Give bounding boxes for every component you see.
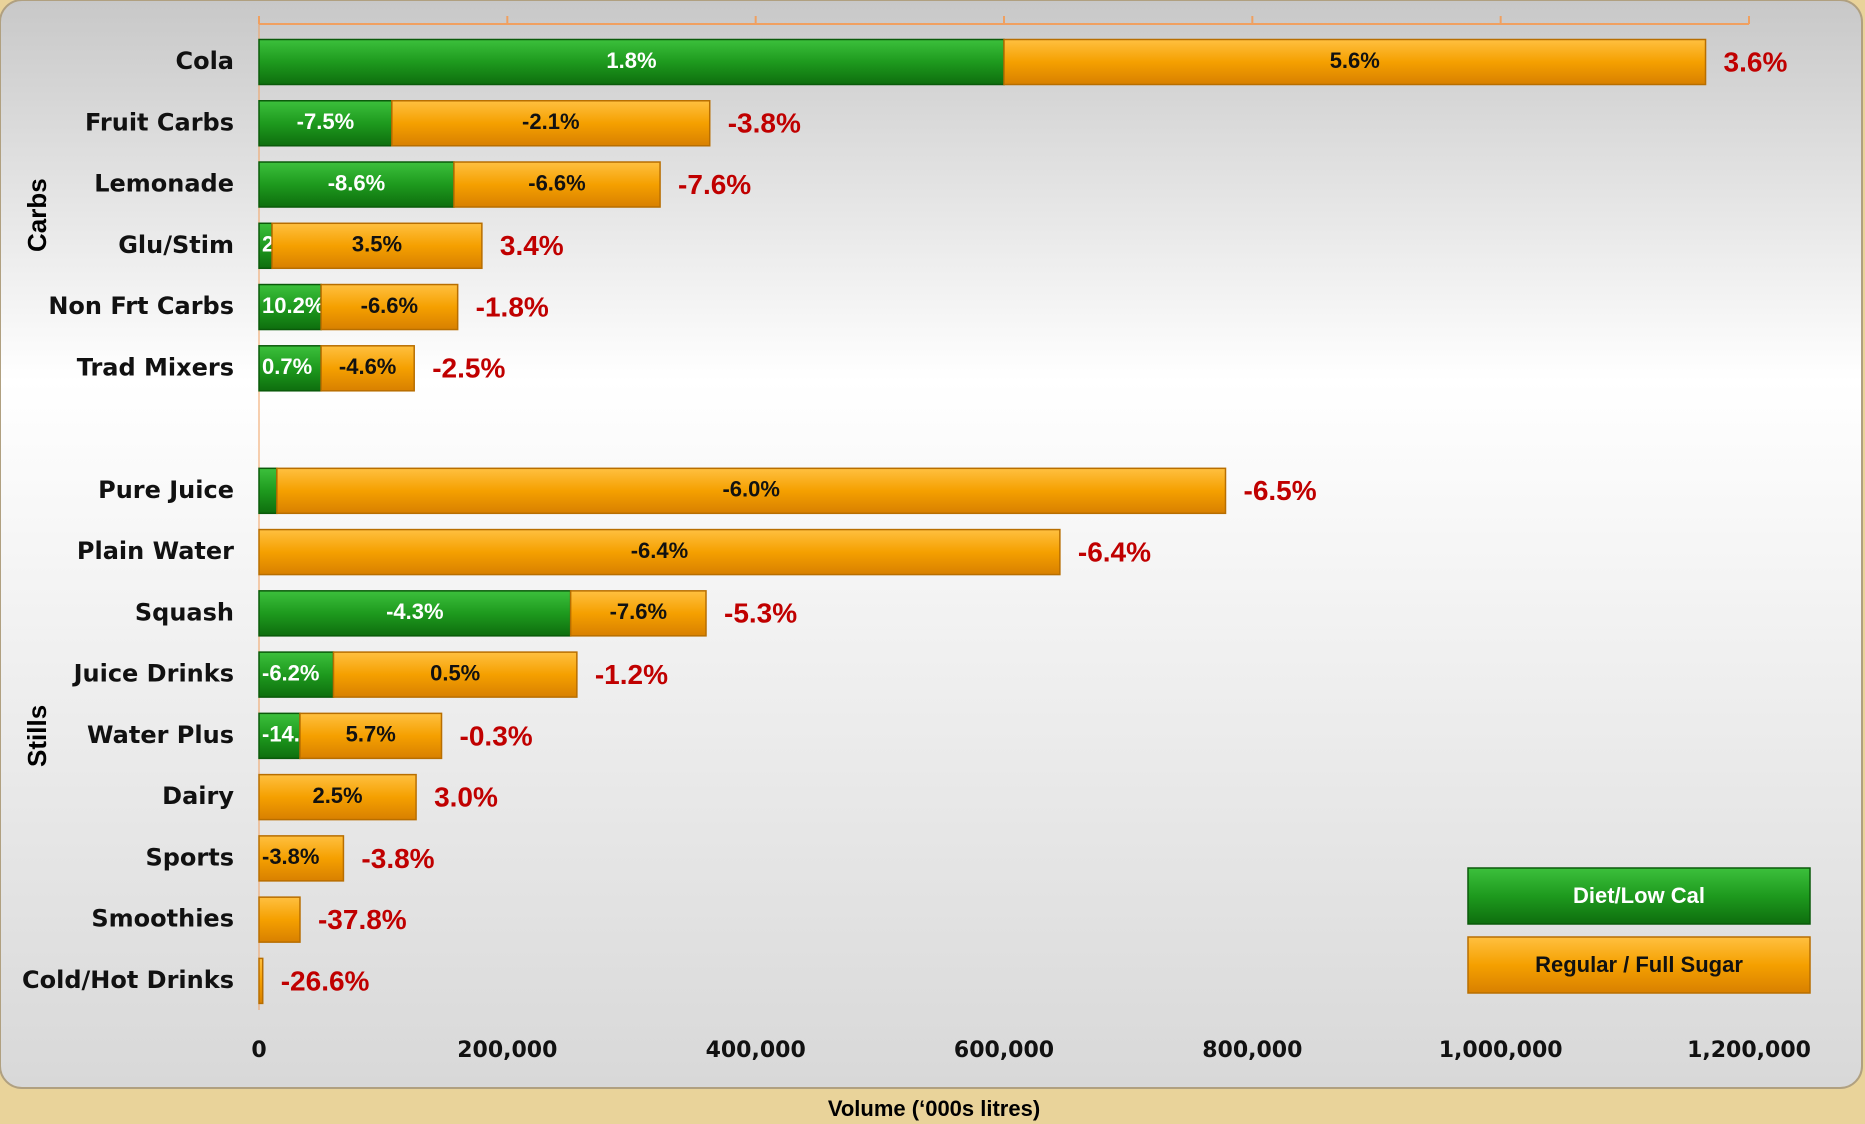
bar: [258, 100, 393, 147]
category-label: Water Plus: [87, 721, 234, 749]
value-label: 1.8%: [606, 48, 656, 73]
bar: [332, 651, 578, 698]
category-label: Lemonade: [94, 170, 234, 198]
legend-box: [1467, 936, 1811, 994]
total-label: -1.2%: [595, 659, 668, 690]
category-label: Juice Drinks: [72, 660, 234, 688]
bar: [258, 590, 572, 637]
value-label: 0.5%: [430, 660, 480, 685]
bar: [320, 345, 415, 392]
total-label: 3.4%: [500, 230, 564, 261]
x-tick-label: 0: [251, 1038, 266, 1063]
bar: [569, 590, 707, 637]
legend-label: Diet/Low Cal: [1573, 883, 1705, 908]
value-label: -6.2%: [262, 660, 319, 685]
bar: [258, 651, 335, 698]
value-label: -2.1%: [522, 109, 579, 134]
value-label: -3.8%: [262, 844, 319, 869]
legend-box: [1467, 867, 1811, 925]
total-label: -6.4%: [1078, 536, 1151, 567]
bar: [258, 835, 345, 882]
total-label: -5.3%: [724, 598, 797, 629]
total-label: -0.3%: [460, 720, 533, 751]
bar: [271, 222, 483, 270]
category-label: Trad Mixers: [77, 353, 234, 381]
category-label: Sports: [145, 843, 234, 871]
total-label: -3.8%: [361, 843, 434, 874]
category-label: Non Frt Carbs: [48, 292, 234, 320]
value-label: 5.7%: [346, 722, 396, 747]
category-label: Pure Juice: [98, 476, 234, 504]
category-label: Glu/Stim: [118, 231, 234, 259]
bar: [299, 712, 443, 760]
total-label: -26.6%: [281, 965, 370, 996]
total-label: -6.5%: [1244, 475, 1317, 506]
x-tick-label: 1,200,000: [1687, 1038, 1811, 1063]
value-label: -4.3%: [386, 599, 443, 624]
x-tick-label: 200,000: [457, 1038, 557, 1063]
bar: [258, 38, 1005, 86]
bar: [1003, 38, 1707, 86]
total-label: -3.8%: [728, 108, 801, 139]
category-label: Cold/Hot Drinks: [22, 966, 234, 994]
legend-label: Regular / Full Sugar: [1535, 952, 1743, 977]
group-label: Carbs: [22, 178, 52, 252]
total-label: 3.6%: [1724, 46, 1788, 77]
x-tick-label: 800,000: [1202, 1038, 1302, 1063]
x-axis-title: Volume (‘000s litres): [828, 1096, 1040, 1121]
bar: [258, 896, 301, 943]
value-label: 3.5%: [352, 232, 402, 257]
bar: [258, 712, 301, 760]
bar: [258, 528, 1061, 576]
category-label: Plain Water: [77, 537, 234, 565]
total-label: -2.5%: [432, 353, 505, 384]
total-label: 3.0%: [434, 782, 498, 813]
value-label: -7.6%: [610, 599, 667, 624]
category-label: Dairy: [162, 782, 234, 810]
category-label: Cola: [175, 47, 234, 75]
bar: [258, 467, 278, 515]
value-label: -7.5%: [297, 109, 354, 134]
bar: [258, 773, 417, 821]
category-label: Fruit Carbs: [85, 108, 234, 136]
x-tick-label: 400,000: [706, 1038, 806, 1063]
value-label: 0.7%: [262, 354, 312, 379]
bar: [258, 161, 455, 208]
total-label: -1.8%: [476, 291, 549, 322]
bar: [320, 283, 459, 331]
bar: [258, 283, 322, 331]
bar: [258, 345, 322, 392]
total-label: -7.6%: [678, 169, 751, 200]
bar: [258, 957, 264, 1005]
value-label: 5.6%: [1330, 48, 1380, 73]
value-label: -6.4%: [631, 538, 688, 563]
value-label: 10.2%: [262, 293, 324, 318]
bar: [453, 161, 661, 208]
value-label: 2.5%: [312, 783, 362, 808]
value-label: -4.6%: [339, 354, 396, 379]
x-tick-label: 600,000: [954, 1038, 1054, 1063]
x-tick-label: 1,000,000: [1439, 1038, 1563, 1063]
value-label: -6.6%: [528, 170, 585, 195]
group-label: Stills: [22, 705, 52, 767]
value-label: -8.6%: [328, 170, 385, 195]
value-label: -6.0%: [722, 477, 779, 502]
bar: [391, 100, 711, 147]
value-label: -6.6%: [361, 293, 418, 318]
total-label: -37.8%: [318, 904, 407, 935]
bar: [276, 467, 1227, 515]
category-label: Squash: [135, 598, 234, 626]
category-label: Smoothies: [91, 905, 234, 933]
